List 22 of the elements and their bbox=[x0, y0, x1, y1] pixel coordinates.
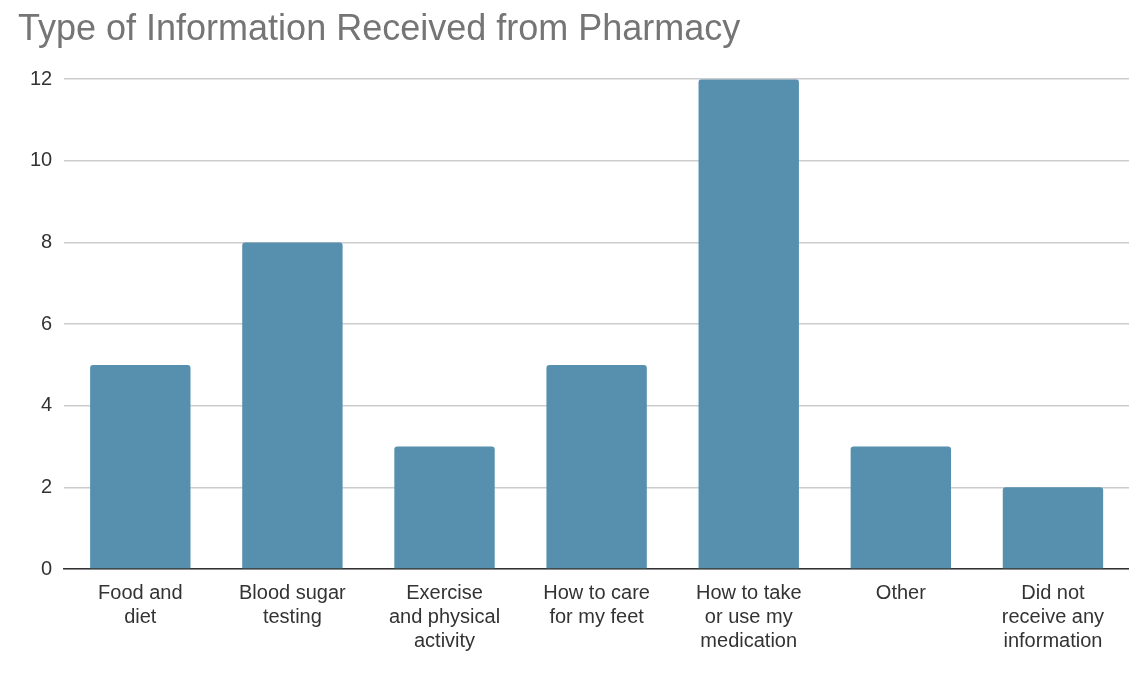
y-tick-label: 8 bbox=[41, 229, 53, 252]
bar bbox=[394, 446, 495, 569]
y-tick-label: 4 bbox=[41, 393, 53, 416]
x-tick-label: How to take or use my medication bbox=[695, 580, 802, 651]
x-tick-label: Exercise and physical activity bbox=[388, 580, 501, 651]
bar bbox=[90, 364, 191, 569]
bar bbox=[698, 79, 799, 569]
y-tick-label: 10 bbox=[30, 148, 53, 171]
bar bbox=[1002, 487, 1104, 569]
bar bbox=[546, 364, 647, 569]
y-tick-label: 12 bbox=[30, 66, 53, 89]
y-tick-label: 6 bbox=[41, 311, 53, 334]
x-tick-label: Did not receive any information bbox=[1001, 580, 1105, 651]
x-tick-label: Other bbox=[875, 580, 927, 603]
bar bbox=[850, 446, 952, 569]
bar bbox=[242, 242, 343, 569]
y-tick-label: 2 bbox=[41, 474, 53, 497]
x-tick-label: Blood sugar testing bbox=[239, 580, 347, 627]
x-tick-label: How to care for my feet bbox=[543, 580, 650, 627]
x-tick-label: Food and diet bbox=[98, 580, 183, 627]
chart-title: Type of Information Received from Pharmacy bbox=[18, 6, 741, 48]
y-tick-label: 0 bbox=[41, 556, 53, 579]
